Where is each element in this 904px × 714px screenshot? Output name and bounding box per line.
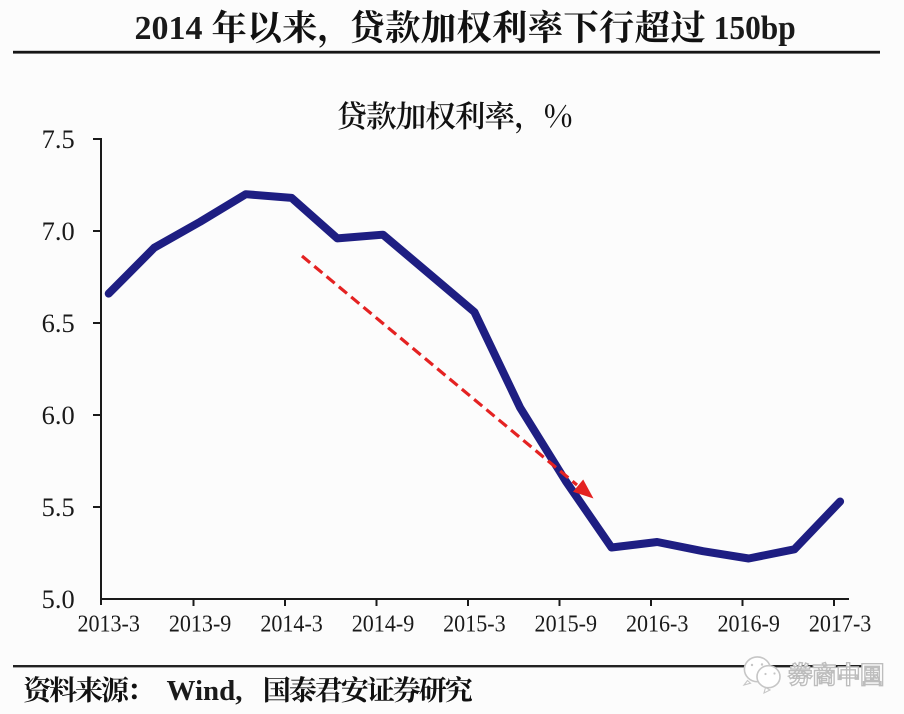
svg-text:7.5: 7.5	[42, 125, 75, 154]
svg-text:5.0: 5.0	[42, 585, 75, 614]
svg-text:2015-3: 2015-3	[443, 611, 506, 638]
svg-text:5.5: 5.5	[42, 493, 75, 522]
svg-text:7.0: 7.0	[42, 217, 75, 246]
svg-text:6.0: 6.0	[42, 401, 75, 430]
svg-text:2015-9: 2015-9	[535, 611, 598, 638]
svg-text:2013-9: 2013-9	[169, 611, 232, 638]
svg-text:2014-9: 2014-9	[352, 611, 415, 638]
svg-text:Wind,: Wind,	[167, 676, 243, 707]
svg-text:2014-3: 2014-3	[260, 611, 323, 638]
svg-text:2013-3: 2013-3	[77, 611, 140, 638]
svg-text:2017-3: 2017-3	[809, 611, 872, 638]
svg-text:6.5: 6.5	[42, 309, 75, 338]
svg-text:2014: 2014	[135, 10, 203, 47]
svg-text:2016-9: 2016-9	[717, 611, 780, 638]
svg-text:150bp: 150bp	[714, 10, 796, 47]
svg-text:2016-3: 2016-3	[626, 611, 689, 638]
